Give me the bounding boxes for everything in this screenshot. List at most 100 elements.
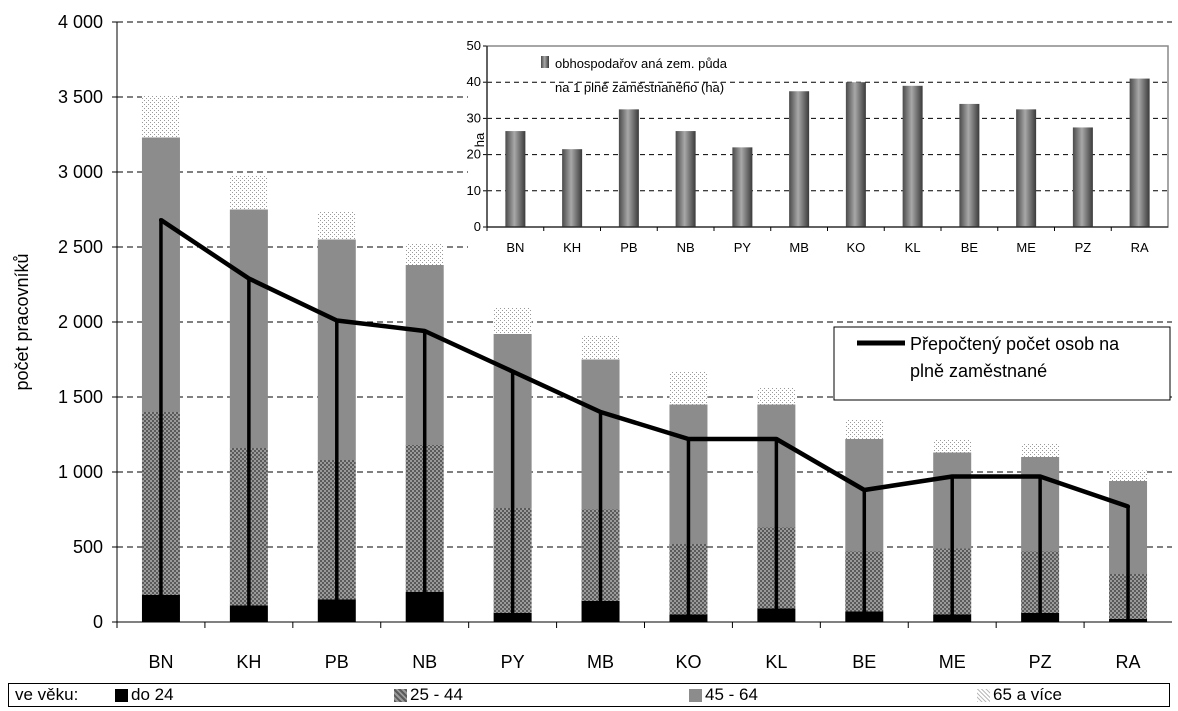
inset-x-tick-label: MB	[789, 240, 809, 255]
legend-item-65-plus: 65 a více	[977, 685, 1062, 705]
inset-y-tick-label: 30	[467, 110, 481, 125]
inset-y-tick-label: 20	[467, 147, 481, 162]
age-legend-title: ve věku:	[15, 685, 79, 704]
legend-label-do-24: do 24	[131, 685, 174, 704]
y-axis-label: počet pracovníků	[12, 253, 32, 390]
bar-65-a-v-ce-nb	[405, 244, 444, 265]
inset-x-tick-label: KH	[563, 240, 581, 255]
bar-65-a-v-ce-ko	[669, 371, 708, 405]
inset-axes	[483, 45, 1169, 231]
inset-bar-nb	[675, 131, 696, 227]
legend-swatch-25-44	[394, 688, 407, 702]
inset-x-tick-label: ME	[1016, 240, 1036, 255]
x-tick-label: NB	[412, 652, 437, 672]
fte-point-kh	[246, 276, 251, 281]
y-tick-label: 1 000	[58, 462, 103, 482]
bar-65-a-v-ce-ra	[1109, 470, 1148, 481]
fte-point-mb	[598, 410, 603, 414]
legend-item-45-64: 45 - 64	[689, 685, 758, 705]
bar-65-a-v-ce-mb	[581, 335, 620, 360]
x-tick-label: PY	[501, 652, 525, 672]
inset-gridlines	[487, 81, 1168, 192]
y-tick-label: 2 000	[58, 312, 103, 332]
x-tick-label: KH	[236, 652, 261, 672]
inset-y-tick-label: 40	[467, 74, 481, 89]
inset-y-axis-label: ha	[472, 132, 487, 147]
inset-x-tick-label: KO	[846, 240, 865, 255]
x-tick-label: KL	[765, 652, 787, 672]
bar-65-a-v-ce-me	[933, 439, 972, 453]
y-tick-label: 500	[73, 537, 103, 557]
fte-point-ko	[686, 437, 691, 441]
inset-x-tick-label: PY	[734, 240, 752, 255]
bar-65-a-v-ce-pb	[317, 211, 356, 240]
inset-legend-text-1: obhospodařov aná zem. půda	[555, 56, 728, 71]
bar-65-a-v-ce-be	[845, 419, 884, 439]
y-tick-label: 1 500	[58, 387, 103, 407]
inset-bar-bn	[505, 131, 526, 227]
inset-bar-pb	[618, 109, 639, 227]
inset-x-tick-label: BE	[961, 240, 979, 255]
bar-65-a-v-ce-bn	[141, 95, 180, 138]
fte-point-bn	[158, 218, 163, 222]
main-x-ticks: BN KH PB NB PY MB KO KL BE ME PZ RA	[148, 652, 1140, 672]
inset-y-tick-label: 0	[474, 219, 481, 234]
legend-label-25-44: 25 - 44	[410, 685, 463, 704]
fte-point-py	[510, 369, 515, 374]
inset-bar-ko	[845, 82, 866, 227]
fte-point-me	[950, 474, 955, 479]
inset-bar-kl	[902, 85, 923, 227]
legend-swatch-do-24	[115, 688, 128, 702]
inset-x-tick-label: PB	[620, 240, 637, 255]
inset-bar-kh	[562, 149, 583, 227]
main-gridlines	[117, 21, 1172, 548]
age-legend: ve věku: do 24 25 - 44 45 - 64 65 a více	[8, 683, 1170, 707]
inset-y-tick-label: 10	[467, 183, 481, 198]
legend-swatch-65-plus	[977, 688, 990, 702]
fte-point-kl	[774, 437, 779, 441]
fte-point-ra	[1126, 504, 1131, 509]
legend-item-do-24: do 24	[115, 685, 174, 705]
inset-x-tick-label: KL	[905, 240, 921, 255]
bar-65-a-v-ce-py	[493, 307, 532, 334]
fte-point-be	[862, 488, 867, 492]
bar-65-a-v-ce-kh	[229, 175, 268, 210]
fte-point-pb	[334, 318, 339, 323]
inset-x-ticks: BN KH PB NB PY MB KO KL BE ME PZ RA	[506, 240, 1149, 255]
inset-bar-me	[1016, 109, 1037, 227]
inset-x-tick-label: BN	[506, 240, 524, 255]
fte-line-series	[159, 218, 1129, 509]
inset-x-tick-label: RA	[1131, 240, 1149, 255]
line-legend-text-2: plně zaměstnané	[910, 361, 1047, 381]
y-tick-label: 0	[93, 612, 103, 632]
inset-x-tick-label: NB	[677, 240, 695, 255]
x-tick-label: MB	[587, 652, 614, 672]
bar-65-a-v-ce-kl	[757, 388, 796, 405]
inset-bar-pz	[1072, 127, 1093, 227]
main-y-ticks: 0 500 1 000 1 500 2 000 2 500 3 000 3 500 4 000	[58, 12, 103, 632]
line-legend: Přepočtený počet osob na plně zaměstnané	[833, 326, 1171, 401]
inset-y-ticks: 0 10 20 30 40 50	[467, 38, 481, 234]
y-tick-label: 2 500	[58, 237, 103, 257]
inset-bar-mb	[789, 91, 810, 227]
x-tick-label: PZ	[1029, 652, 1052, 672]
legend-label-65-plus: 65 a více	[993, 685, 1062, 704]
x-tick-label: BN	[148, 652, 173, 672]
inset-bars	[505, 78, 1150, 227]
inset-bar-ra	[1129, 78, 1150, 227]
inset-legend-swatch	[541, 56, 549, 68]
x-tick-label: KO	[675, 652, 701, 672]
bar-65-a-v-ce-pz	[1021, 443, 1060, 457]
inset-x-tick-label: PZ	[1075, 240, 1092, 255]
inset-bar-be	[959, 103, 980, 227]
line-legend-text-1: Přepočtený počet osob na	[910, 334, 1120, 354]
fte-point-nb	[422, 329, 427, 333]
x-tick-label: BE	[852, 652, 876, 672]
y-tick-label: 3 500	[58, 87, 103, 107]
x-tick-label: RA	[1116, 652, 1141, 672]
inset-legend: obhospodařov aná zem. půda na 1 plně zam…	[541, 56, 728, 95]
legend-label-45-64: 45 - 64	[705, 685, 758, 704]
legend-swatch-45-64	[689, 688, 702, 702]
